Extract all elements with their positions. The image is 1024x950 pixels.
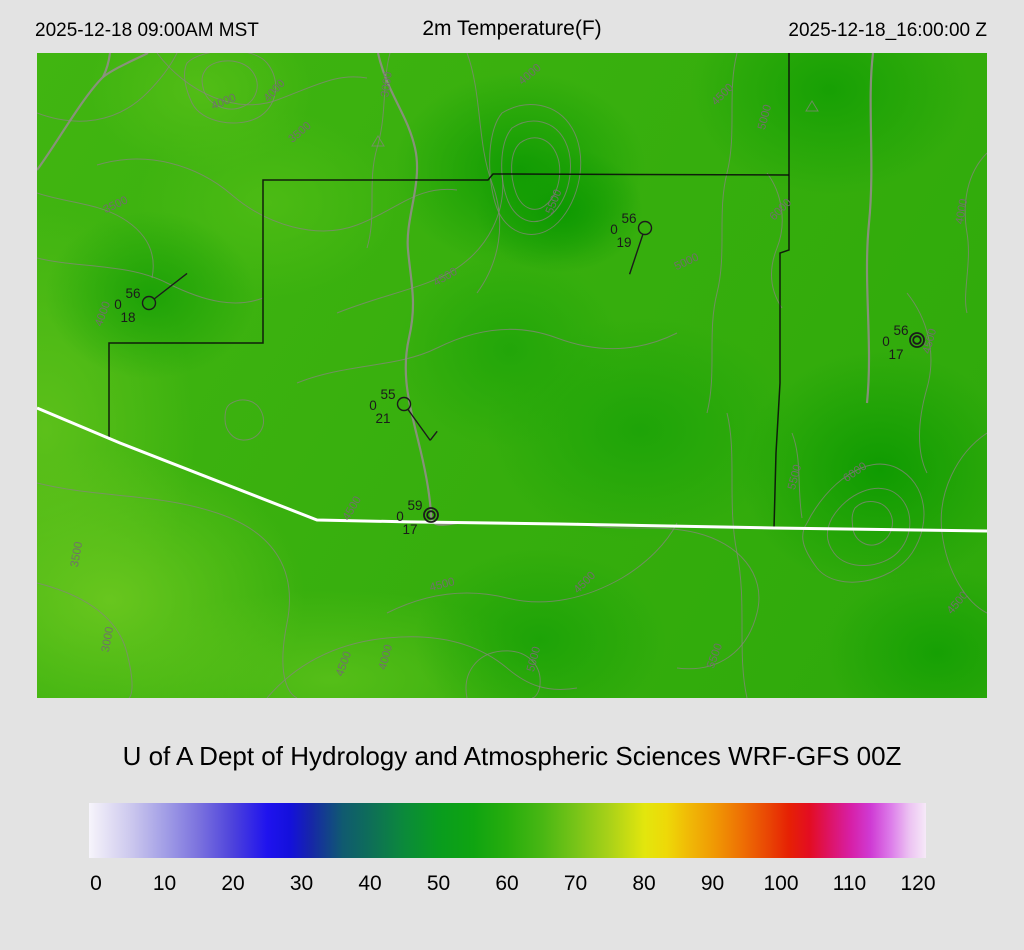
station-dewpoint-value: 17 (888, 347, 903, 362)
station-cloud-value: 0 (396, 509, 404, 524)
elevation-contours (37, 53, 987, 698)
station-circle-icon (637, 220, 653, 236)
colorbar-tick-label: 90 (700, 872, 725, 895)
station-temperature-value: 56 (621, 211, 636, 226)
station-dewpoint-value: 21 (375, 411, 390, 426)
contour-elevation-label: 4000 (516, 62, 543, 88)
colorbar-tick-label: 80 (632, 872, 656, 895)
contour-elevation-label: 4500 (341, 494, 364, 522)
contour-elevation-label: 3500 (286, 120, 313, 146)
colorbar-tick-label: 50 (426, 872, 451, 895)
contour-elevation-label: 6000 (768, 197, 795, 224)
contour-elevation-label: 6000 (841, 460, 869, 485)
calm-wind-icon (909, 332, 925, 348)
wind-barb-shaft-icon (153, 272, 188, 300)
contour-elevation-label: 4000 (954, 198, 970, 225)
colorbar-tick-label: 70 (563, 872, 588, 895)
wind-barb-shaft-icon (407, 408, 431, 441)
temperature-map: 4000 4000 3500 3500 3000 4000 5500 4500 5000 5000… (37, 53, 987, 698)
station-temperature-value: 56 (125, 286, 140, 301)
station-circle-icon (141, 295, 157, 311)
calm-wind-inner-icon (426, 510, 436, 520)
contour-elevation-label: 4500 (428, 576, 456, 594)
contour-elevation-label: 4500 (334, 650, 354, 678)
valid-time-utc: 2025-12-18_16:00:00 Z (788, 20, 987, 41)
station-cloud-value: 0 (369, 398, 377, 413)
contour-elevation-label: 4000 (377, 643, 395, 671)
contour-elevation-label: 3000 (100, 626, 116, 653)
calm-wind-inner-icon (912, 335, 922, 345)
river-and-roads (37, 53, 875, 526)
contour-elevation-label: 3500 (69, 541, 85, 568)
contour-elevation-label: 5000 (756, 103, 774, 131)
colorbar-tick-label: 20 (221, 872, 245, 895)
highway-line (37, 406, 987, 533)
contour-elevation-label: 5000 (673, 251, 701, 273)
wind-barb-tick-icon (429, 430, 438, 441)
contour-elevation-label: 4500 (945, 589, 971, 616)
colorbar-tick-label: 110 (832, 872, 867, 895)
colorbar-tick-label: 120 (900, 872, 936, 895)
station-dewpoint-value: 18 (120, 310, 135, 325)
colorbar-tick-label: 30 (289, 872, 314, 895)
colorbar-tick-row: 0 10 20 30 40 50 60 70 80 90 100 110 120 (0, 872, 1024, 898)
attribution-caption: U of A Dept of Hydrology and Atmospheric… (122, 741, 902, 771)
station-cloud-value: 0 (882, 334, 890, 349)
colorbar-tick-label: 0 (90, 872, 102, 895)
page-title: 2m Temperature(F) (422, 17, 602, 40)
station-temperature-value: 59 (407, 498, 422, 513)
station-dewpoint-value: 17 (402, 522, 417, 537)
contour-elevation-label: 4500 (431, 266, 459, 289)
contour-elevation-label: 5000 (525, 645, 543, 673)
wind-barb-shaft-icon (628, 233, 644, 275)
station-temperature-value: 56 (893, 323, 908, 338)
valid-time-local: 2025-12-18 09:00AM MST (35, 20, 259, 41)
temperature-colorbar (89, 803, 926, 858)
colorbar-tick-label: 10 (152, 872, 177, 895)
contour-elevation-label: 5500 (786, 463, 804, 491)
calm-wind-icon (423, 507, 439, 523)
colorbar-tick-label: 40 (358, 872, 382, 895)
contour-elevation-label: 5500 (705, 642, 725, 670)
station-cloud-value: 0 (114, 297, 122, 312)
station-circle-icon (396, 396, 412, 412)
colorbar-tick-label: 100 (763, 872, 799, 895)
county-border (108, 53, 790, 529)
contour-elevation-label: 3500 (102, 194, 130, 216)
contour-elevation-label: 4500 (572, 570, 599, 597)
contour-elevation-label: 4000 (93, 300, 113, 328)
colorbar-tick-label: 60 (495, 872, 519, 895)
contour-elevation-label: 3000 (379, 71, 394, 98)
station-temperature-value: 55 (380, 387, 395, 402)
station-cloud-value: 0 (610, 222, 618, 237)
station-dewpoint-value: 19 (616, 235, 631, 250)
